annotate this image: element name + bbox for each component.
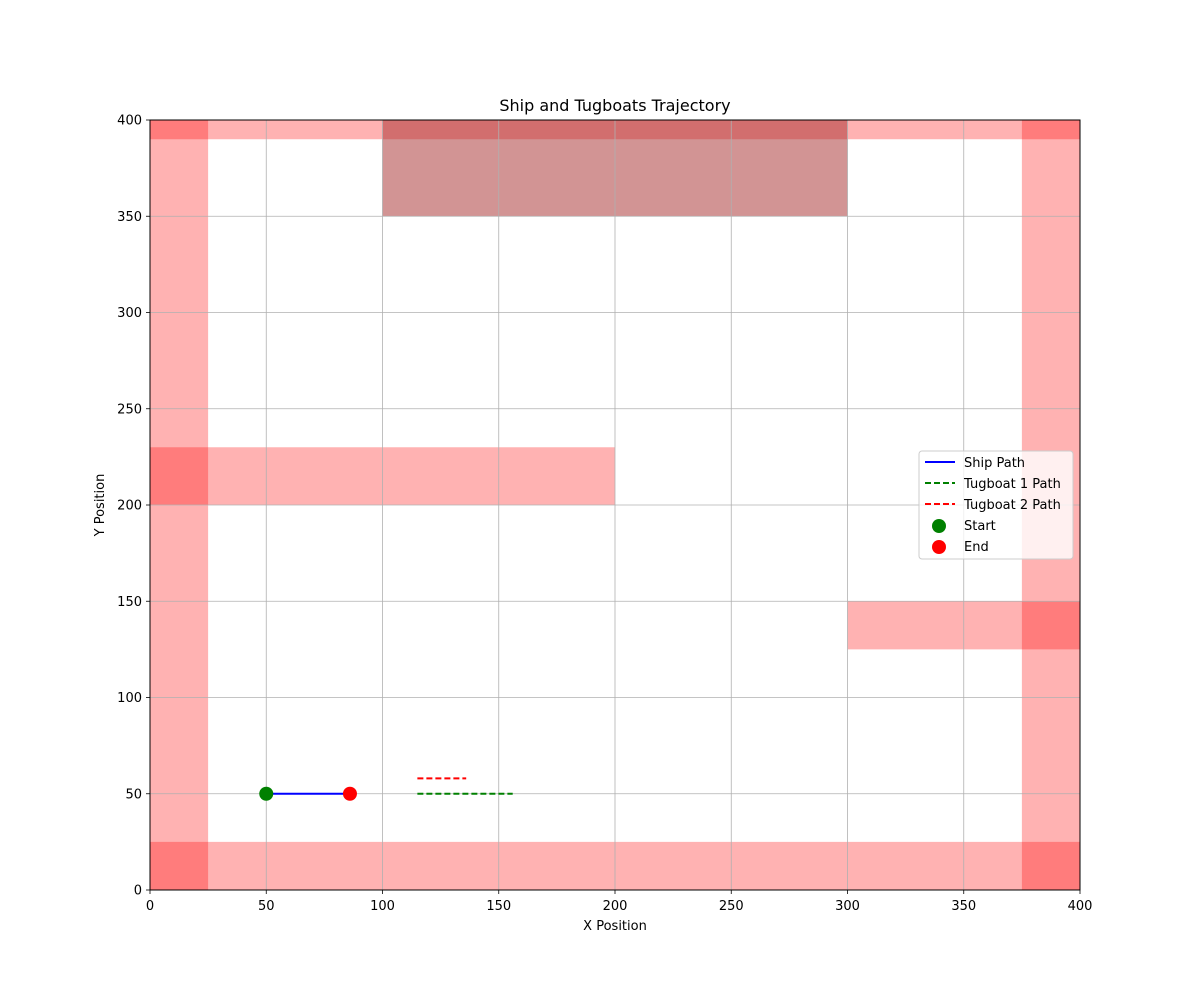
- ticks-layer: 0 50 100 150 200 250 300 350 400 0 50 100 150 200 250 3…: [117, 114, 1092, 915]
- legend-label-1: Tugboat 1 Path: [963, 477, 1061, 492]
- legend-swatch-3: [932, 519, 946, 533]
- legend-label-2: Tugboat 2 Path: [963, 498, 1061, 513]
- y-tick-label: 100: [117, 691, 142, 706]
- y-tick-label: 250: [117, 402, 142, 417]
- legend-label-0: Ship Path: [964, 456, 1025, 471]
- chart-title: Ship and Tugboats Trajectory: [499, 96, 730, 115]
- y-tick-label: 150: [117, 595, 142, 610]
- legend: Ship Path Tugboat 1 Path Tugboat 2 Path Sta…: [918, 450, 1074, 560]
- x-tick-label: 0: [146, 899, 154, 914]
- x-tick-label: 350: [951, 899, 976, 914]
- x-tick-label: 200: [603, 899, 628, 914]
- marker-end: [342, 786, 357, 801]
- series-layer: [266, 777, 513, 795]
- legend-label-4: End: [964, 540, 989, 555]
- x-tick-label: 50: [258, 899, 275, 914]
- legend-label-3: Start: [964, 519, 996, 534]
- x-axis-label: X Position: [583, 919, 647, 934]
- legend-box: [918, 450, 1074, 560]
- markers-layer: [259, 786, 357, 801]
- legend-swatch-4: [932, 540, 946, 554]
- y-tick-label: 50: [125, 787, 142, 802]
- x-tick-label: 250: [719, 899, 744, 914]
- x-tick-label: 100: [370, 899, 395, 914]
- y-tick-label: 400: [117, 114, 142, 129]
- y-tick-label: 350: [117, 210, 142, 225]
- x-tick-label: 150: [486, 899, 511, 914]
- y-tick-label: 0: [134, 884, 142, 899]
- x-tick-label: 300: [835, 899, 860, 914]
- y-tick-label: 200: [117, 499, 142, 514]
- y-axis-label: Y Position: [93, 474, 108, 538]
- x-tick-label: 400: [1068, 899, 1093, 914]
- y-tick-label: 300: [117, 306, 142, 321]
- marker-start: [259, 786, 274, 801]
